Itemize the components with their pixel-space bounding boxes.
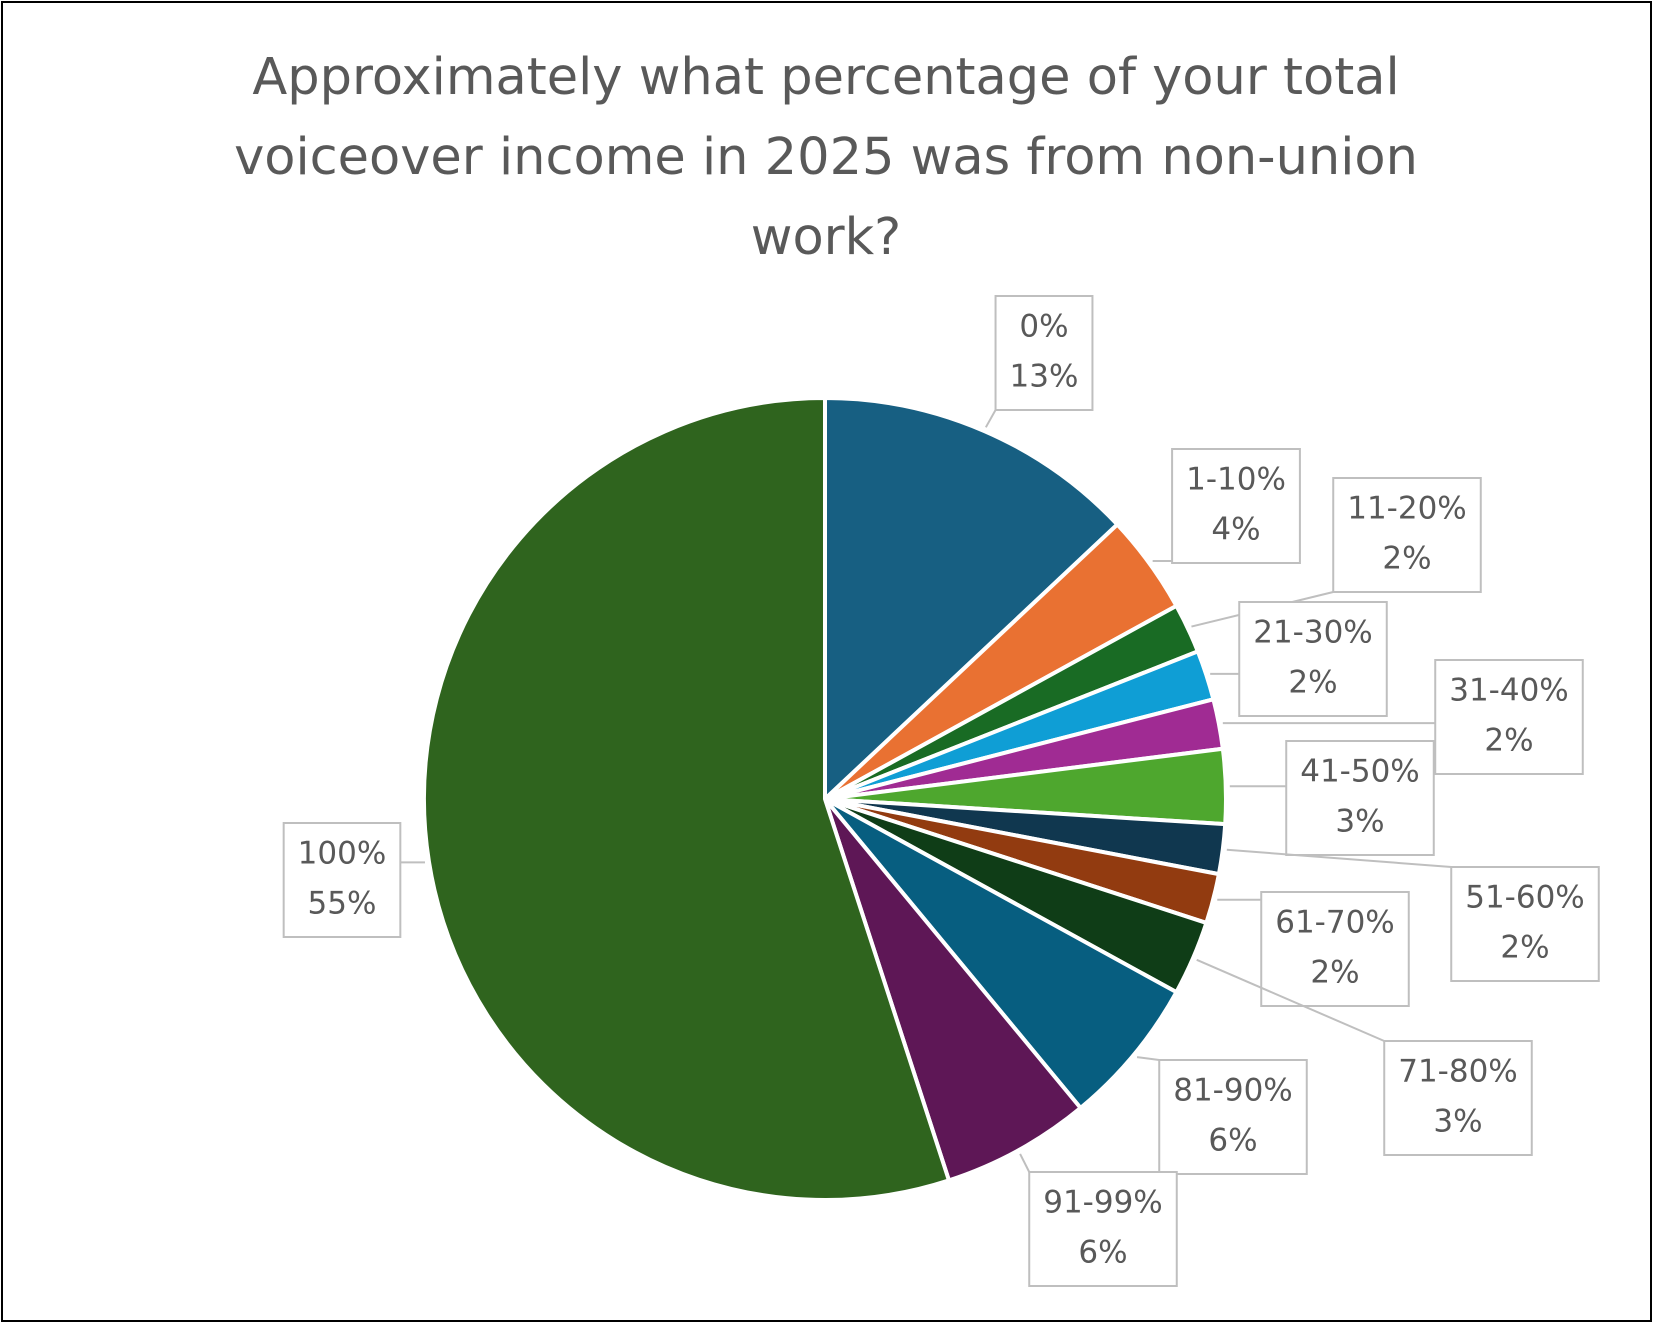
data-label: 81-90% 6% bbox=[1158, 1059, 1308, 1175]
data-label: 51-60% 2% bbox=[1450, 866, 1600, 982]
data-label: 11-20% 2% bbox=[1332, 477, 1482, 593]
label-category: 71-80% bbox=[1398, 1054, 1518, 1090]
data-label: 61-70% 2% bbox=[1260, 891, 1410, 1007]
label-value: 3% bbox=[1335, 804, 1384, 840]
chart-title: Approximately what percentage of your to… bbox=[234, 48, 1418, 267]
label-box bbox=[1434, 659, 1584, 775]
data-label: 1-10% 4% bbox=[1171, 448, 1301, 564]
label-category: 81-90% bbox=[1173, 1073, 1293, 1109]
leader-line bbox=[1196, 958, 1385, 1042]
label-box bbox=[994, 295, 1094, 411]
label-box bbox=[1450, 866, 1600, 982]
label-category: 31-40% bbox=[1449, 673, 1569, 709]
pie-slice bbox=[823, 396, 1120, 801]
label-box bbox=[1171, 448, 1301, 564]
data-label: 71-80% 3% bbox=[1383, 1040, 1533, 1156]
label-value: 2% bbox=[1500, 930, 1549, 966]
label-category: 100% bbox=[298, 836, 387, 872]
label-box bbox=[1158, 1059, 1308, 1175]
label-category: 0% bbox=[1019, 309, 1068, 345]
leader-line bbox=[1226, 848, 1452, 868]
leader-line bbox=[1136, 1056, 1160, 1061]
label-box bbox=[1285, 740, 1435, 856]
label-category: 51-60% bbox=[1465, 880, 1585, 916]
label-category: 21-30% bbox=[1253, 615, 1373, 651]
data-label: 21-30% 2% bbox=[1238, 601, 1388, 717]
leader-line bbox=[984, 409, 997, 428]
label-value: 2% bbox=[1484, 723, 1533, 759]
pie-slice bbox=[823, 797, 1083, 1183]
label-category: 61-70% bbox=[1275, 905, 1395, 941]
data-label: 31-40% 2% bbox=[1434, 659, 1584, 775]
label-category: 11-20% bbox=[1347, 491, 1467, 527]
label-value: 4% bbox=[1211, 512, 1260, 548]
leader-line bbox=[1019, 1153, 1031, 1173]
label-category: 1-10% bbox=[1186, 462, 1286, 498]
label-box bbox=[282, 822, 402, 938]
label-value: 6% bbox=[1208, 1123, 1257, 1159]
label-box bbox=[1028, 1171, 1178, 1287]
data-label: 0%13% bbox=[994, 295, 1094, 411]
data-label: 100% 55% bbox=[282, 822, 402, 938]
label-value: 55% bbox=[308, 886, 377, 922]
data-label: 91-99% 6% bbox=[1028, 1171, 1178, 1287]
label-value: 6% bbox=[1078, 1235, 1127, 1271]
label-category: 41-50% bbox=[1300, 754, 1420, 790]
label-box bbox=[1383, 1040, 1533, 1156]
label-box bbox=[1260, 891, 1410, 1007]
data-label: 41-50% 3% bbox=[1285, 740, 1435, 856]
pie-slice bbox=[823, 797, 1179, 1110]
label-value: 2% bbox=[1288, 665, 1337, 701]
label-value: 2% bbox=[1310, 955, 1359, 991]
label-category: 91-99% bbox=[1043, 1185, 1163, 1221]
label-value: 13% bbox=[1010, 359, 1079, 395]
pie-slice bbox=[422, 396, 951, 1202]
label-box bbox=[1332, 477, 1482, 593]
label-box bbox=[1238, 601, 1388, 717]
label-value: 3% bbox=[1433, 1104, 1482, 1140]
label-value: 2% bbox=[1382, 541, 1431, 577]
